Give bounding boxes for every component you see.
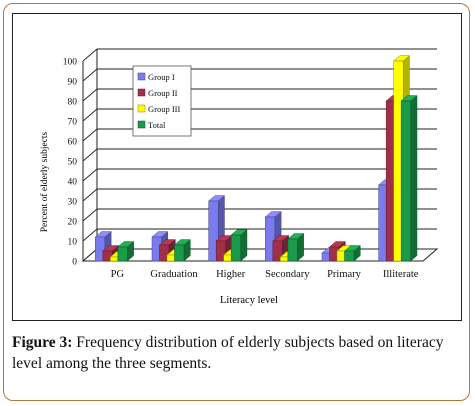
figure-frame bbox=[3, 3, 470, 401]
legend-label: Total bbox=[148, 120, 166, 130]
y-tick-label: 30 bbox=[68, 198, 78, 208]
bar-front bbox=[215, 240, 226, 262]
x-tick-label: PG bbox=[111, 269, 125, 280]
x-tick-label: Higher bbox=[216, 269, 246, 280]
y-axis-label: Percent of elderly subjects bbox=[39, 131, 50, 232]
gridline-side bbox=[82, 148, 98, 162]
bar-front bbox=[174, 244, 185, 262]
x-tick-label: Illiterate bbox=[383, 269, 419, 280]
chart-container: 0 10 20 30 40 50 60 70 80 90 100 PG Graduation Highe… bbox=[12, 13, 462, 321]
gridline-side bbox=[82, 168, 98, 182]
gridline-side bbox=[82, 68, 98, 82]
bar-front bbox=[230, 234, 241, 262]
legend-swatch bbox=[137, 104, 146, 113]
gridline-side bbox=[82, 48, 98, 62]
gridline-side bbox=[82, 88, 98, 102]
bar-front bbox=[208, 200, 219, 262]
bar-pg-total bbox=[117, 241, 135, 262]
y-tick-label: 80 bbox=[68, 98, 78, 108]
y-tick-label: 100 bbox=[63, 58, 78, 68]
caption-label: Figure 3: bbox=[12, 334, 73, 351]
bar-higher-total bbox=[230, 229, 248, 262]
gridline-side bbox=[82, 128, 98, 142]
y-tick-label: 60 bbox=[68, 138, 78, 148]
figure-caption: Figure 3: Frequency distribution of elde… bbox=[12, 332, 467, 374]
bar-primary-total bbox=[343, 245, 361, 262]
x-tick-label: Graduation bbox=[150, 269, 198, 280]
y-tick-label: 0 bbox=[72, 258, 77, 268]
bar-chart: 0 10 20 30 40 50 60 70 80 90 100 PG Graduation Highe… bbox=[39, 48, 439, 306]
legend-swatch bbox=[137, 88, 146, 97]
gridline-side bbox=[82, 208, 98, 222]
y-tick-label: 20 bbox=[68, 218, 78, 228]
bar-illiterate-total bbox=[400, 95, 418, 262]
bar-front bbox=[272, 240, 283, 262]
bar-side bbox=[410, 95, 418, 262]
legend: Group I Group II Group III Total bbox=[132, 65, 192, 137]
gridline-side bbox=[82, 228, 98, 242]
bar-graduation-total bbox=[173, 239, 191, 262]
legend-label: Group III bbox=[148, 104, 181, 114]
bar-front bbox=[117, 246, 128, 262]
gridline-side bbox=[82, 108, 98, 122]
y-tick-label: 90 bbox=[68, 78, 78, 88]
y-tick-label: 70 bbox=[68, 118, 78, 128]
legend-label: Group I bbox=[148, 72, 175, 82]
x-tick-label: Secondary bbox=[265, 269, 310, 280]
bar-front bbox=[344, 250, 355, 262]
legend-swatch bbox=[137, 72, 146, 81]
legend-swatch bbox=[137, 120, 146, 129]
x-tick-label: Primary bbox=[327, 269, 362, 280]
y-tick-labels: 0 10 20 30 40 50 60 70 80 90 100 bbox=[63, 58, 78, 268]
bar-secondary-total bbox=[287, 233, 305, 262]
y-tick-label: 50 bbox=[68, 158, 78, 168]
x-tick-labels: PG Graduation Higher Secondary Primary Illite… bbox=[111, 269, 419, 280]
legend-label: Group II bbox=[148, 88, 178, 98]
bar-front bbox=[287, 238, 298, 262]
bars bbox=[94, 55, 418, 262]
y-tick-label: 10 bbox=[68, 238, 78, 248]
bar-front bbox=[400, 100, 411, 262]
x-axis-label: Literacy level bbox=[220, 295, 278, 306]
y-tick-label: 40 bbox=[68, 178, 78, 188]
caption-text: Frequency distribution of elderly subjec… bbox=[12, 334, 444, 372]
gridline-side bbox=[82, 188, 98, 202]
